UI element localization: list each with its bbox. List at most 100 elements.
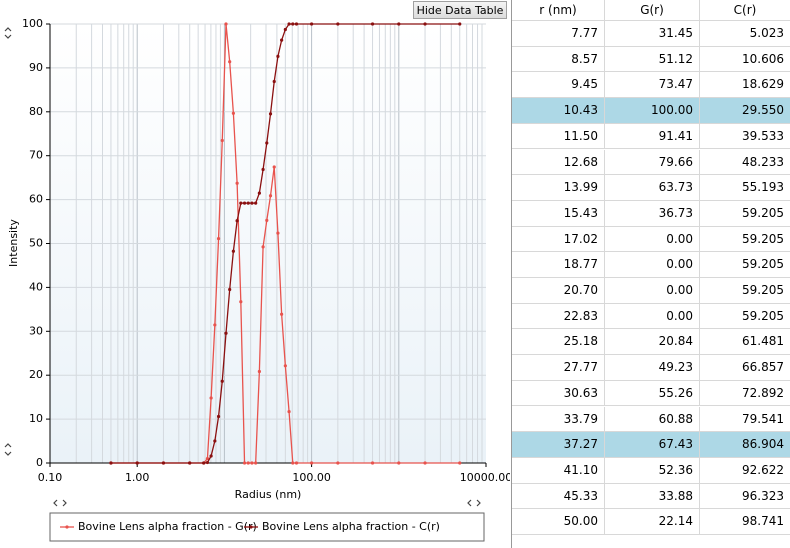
table-row[interactable]: 7.77 31.45 5.023 xyxy=(512,21,790,47)
table-row[interactable]: 37.27 67.43 86.904 xyxy=(512,432,790,458)
table-row[interactable]: 20.70 0.00 59.205 xyxy=(512,278,790,304)
data-point xyxy=(268,112,273,116)
y-tick-label: 30 xyxy=(29,324,43,337)
table-cell: 59.205 xyxy=(700,278,790,303)
data-point xyxy=(216,414,221,419)
table-cell: 67.43 xyxy=(605,432,700,457)
data-point xyxy=(272,165,276,169)
table-cell: 22.14 xyxy=(605,509,700,534)
table-cell: 25.18 xyxy=(512,329,605,355)
table-row[interactable]: 9.45 73.47 18.629 xyxy=(512,72,790,99)
data-point xyxy=(370,461,375,465)
x-tick-label: 0.10 xyxy=(38,471,63,484)
data-point xyxy=(268,194,273,198)
table-cell: 0.00 xyxy=(605,252,700,277)
table-row[interactable]: 33.79 60.88 79.541 xyxy=(512,406,790,433)
data-point xyxy=(287,22,291,26)
data-point xyxy=(458,22,462,26)
x-axis-title: Radius (nm) xyxy=(235,488,302,501)
data-point xyxy=(261,245,265,249)
table-row[interactable]: 13.99 63.73 55.193 xyxy=(512,175,790,201)
table-cell: 31.45 xyxy=(605,21,700,46)
legend-label: Bovine Lens alpha fraction - G(r) xyxy=(78,520,257,533)
table-cell: 29.550 xyxy=(700,98,790,123)
table-row[interactable]: 12.68 79.66 48.233 xyxy=(512,149,790,176)
data-point xyxy=(213,323,217,327)
data-point xyxy=(246,201,250,205)
data-point xyxy=(228,60,232,64)
data-point xyxy=(294,22,299,26)
table-cell: 37.27 xyxy=(512,432,605,457)
table-cell: 33.88 xyxy=(605,483,700,509)
data-point xyxy=(261,167,265,172)
data-point xyxy=(246,461,250,465)
data-point xyxy=(291,461,295,465)
y-tick-label: 80 xyxy=(29,105,43,118)
data-point xyxy=(283,364,287,368)
data-point xyxy=(202,461,206,465)
y-tick-label: 20 xyxy=(29,368,43,381)
table-cell: 51.12 xyxy=(605,46,700,72)
chart: Intensity Radius (nm) 0 10 20 30 40 50 60 70 80 9… xyxy=(4,17,510,542)
table-cell: 52.36 xyxy=(605,457,700,483)
y-tick-label: 10 xyxy=(29,412,43,425)
legend-label: Bovine Lens alpha fraction - C(r) xyxy=(262,520,440,533)
data-point xyxy=(220,379,224,383)
table-cell: 20.84 xyxy=(605,329,700,355)
table-row[interactable]: 45.33 33.88 96.323 xyxy=(512,483,790,510)
table-cell: 55.193 xyxy=(700,175,790,200)
table-row[interactable]: 18.77 0.00 59.205 xyxy=(512,252,790,278)
data-point xyxy=(257,369,261,374)
table-row[interactable]: 50.00 22.14 98.741 xyxy=(512,509,790,535)
table-row[interactable]: 41.10 52.36 92.622 xyxy=(512,457,790,484)
data-point xyxy=(242,461,247,465)
table-cell: 27.77 xyxy=(512,355,605,380)
table-row[interactable]: 27.77 49.23 66.857 xyxy=(512,355,790,381)
table-row[interactable]: 11.50 91.41 39.533 xyxy=(512,123,790,150)
table-cell: 41.10 xyxy=(512,457,605,483)
legend xyxy=(49,512,485,542)
scroll-arrows[interactable] xyxy=(4,27,481,507)
x-tick-label: 100.00 xyxy=(292,471,331,484)
data-point xyxy=(242,201,247,205)
table-cell: 49.23 xyxy=(605,355,700,380)
table-row[interactable]: 30.63 55.26 72.892 xyxy=(512,380,790,407)
table-cell: 20.70 xyxy=(512,278,605,303)
table-row[interactable]: 22.83 0.00 59.205 xyxy=(512,303,790,330)
data-point xyxy=(265,218,269,223)
data-point xyxy=(109,461,113,465)
data-point xyxy=(276,54,280,58)
data-table: r (nm) G(r) C(r) 7.77 31.45 5.023 8.57 51.12 10.… xyxy=(511,0,790,548)
data-point xyxy=(423,461,427,465)
table-cell: 15.43 xyxy=(512,200,605,226)
data-point xyxy=(231,249,235,253)
table-cell: 45.33 xyxy=(512,483,605,509)
table-row[interactable]: 25.18 20.84 61.481 xyxy=(512,329,790,356)
y-tick-label: 100 xyxy=(22,17,43,30)
table-row[interactable]: 17.02 0.00 59.205 xyxy=(512,226,790,253)
y-tick-label: 0 xyxy=(36,456,43,469)
table-row[interactable]: 15.43 36.73 59.205 xyxy=(512,200,790,227)
legend-marker xyxy=(65,525,69,529)
table-cell: 96.323 xyxy=(700,484,790,509)
data-point xyxy=(239,300,243,304)
table-row[interactable]: 10.43 100.00 29.550 xyxy=(512,98,790,124)
data-point xyxy=(287,410,291,414)
y-tick-label: 70 xyxy=(29,149,43,162)
table-cell: 11.50 xyxy=(512,123,605,149)
data-point xyxy=(310,461,314,465)
table-cell: 59.205 xyxy=(700,252,790,277)
table-cell: 98.741 xyxy=(700,509,790,534)
data-point xyxy=(161,461,166,465)
table-cell: 59.205 xyxy=(700,304,790,329)
table-cell: 0.00 xyxy=(605,226,700,252)
table-cell: 18.629 xyxy=(700,72,790,97)
table-cell: 86.904 xyxy=(700,432,790,457)
data-point xyxy=(235,219,239,223)
hide-data-table-button[interactable]: Hide Data Table xyxy=(413,1,507,19)
table-row[interactable]: 8.57 51.12 10.606 xyxy=(512,46,790,73)
data-point xyxy=(254,461,258,465)
table-cell: 100.00 xyxy=(605,98,700,123)
table-cell: 13.99 xyxy=(512,175,605,200)
